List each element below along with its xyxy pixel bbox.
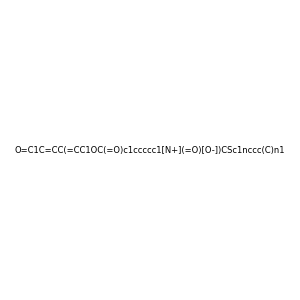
- Text: O=C1C=CC(=CC1OC(=O)c1ccccc1[N+](=O)[O-])CSc1nccc(C)n1: O=C1C=CC(=CC1OC(=O)c1ccccc1[N+](=O)[O-])…: [15, 146, 285, 154]
